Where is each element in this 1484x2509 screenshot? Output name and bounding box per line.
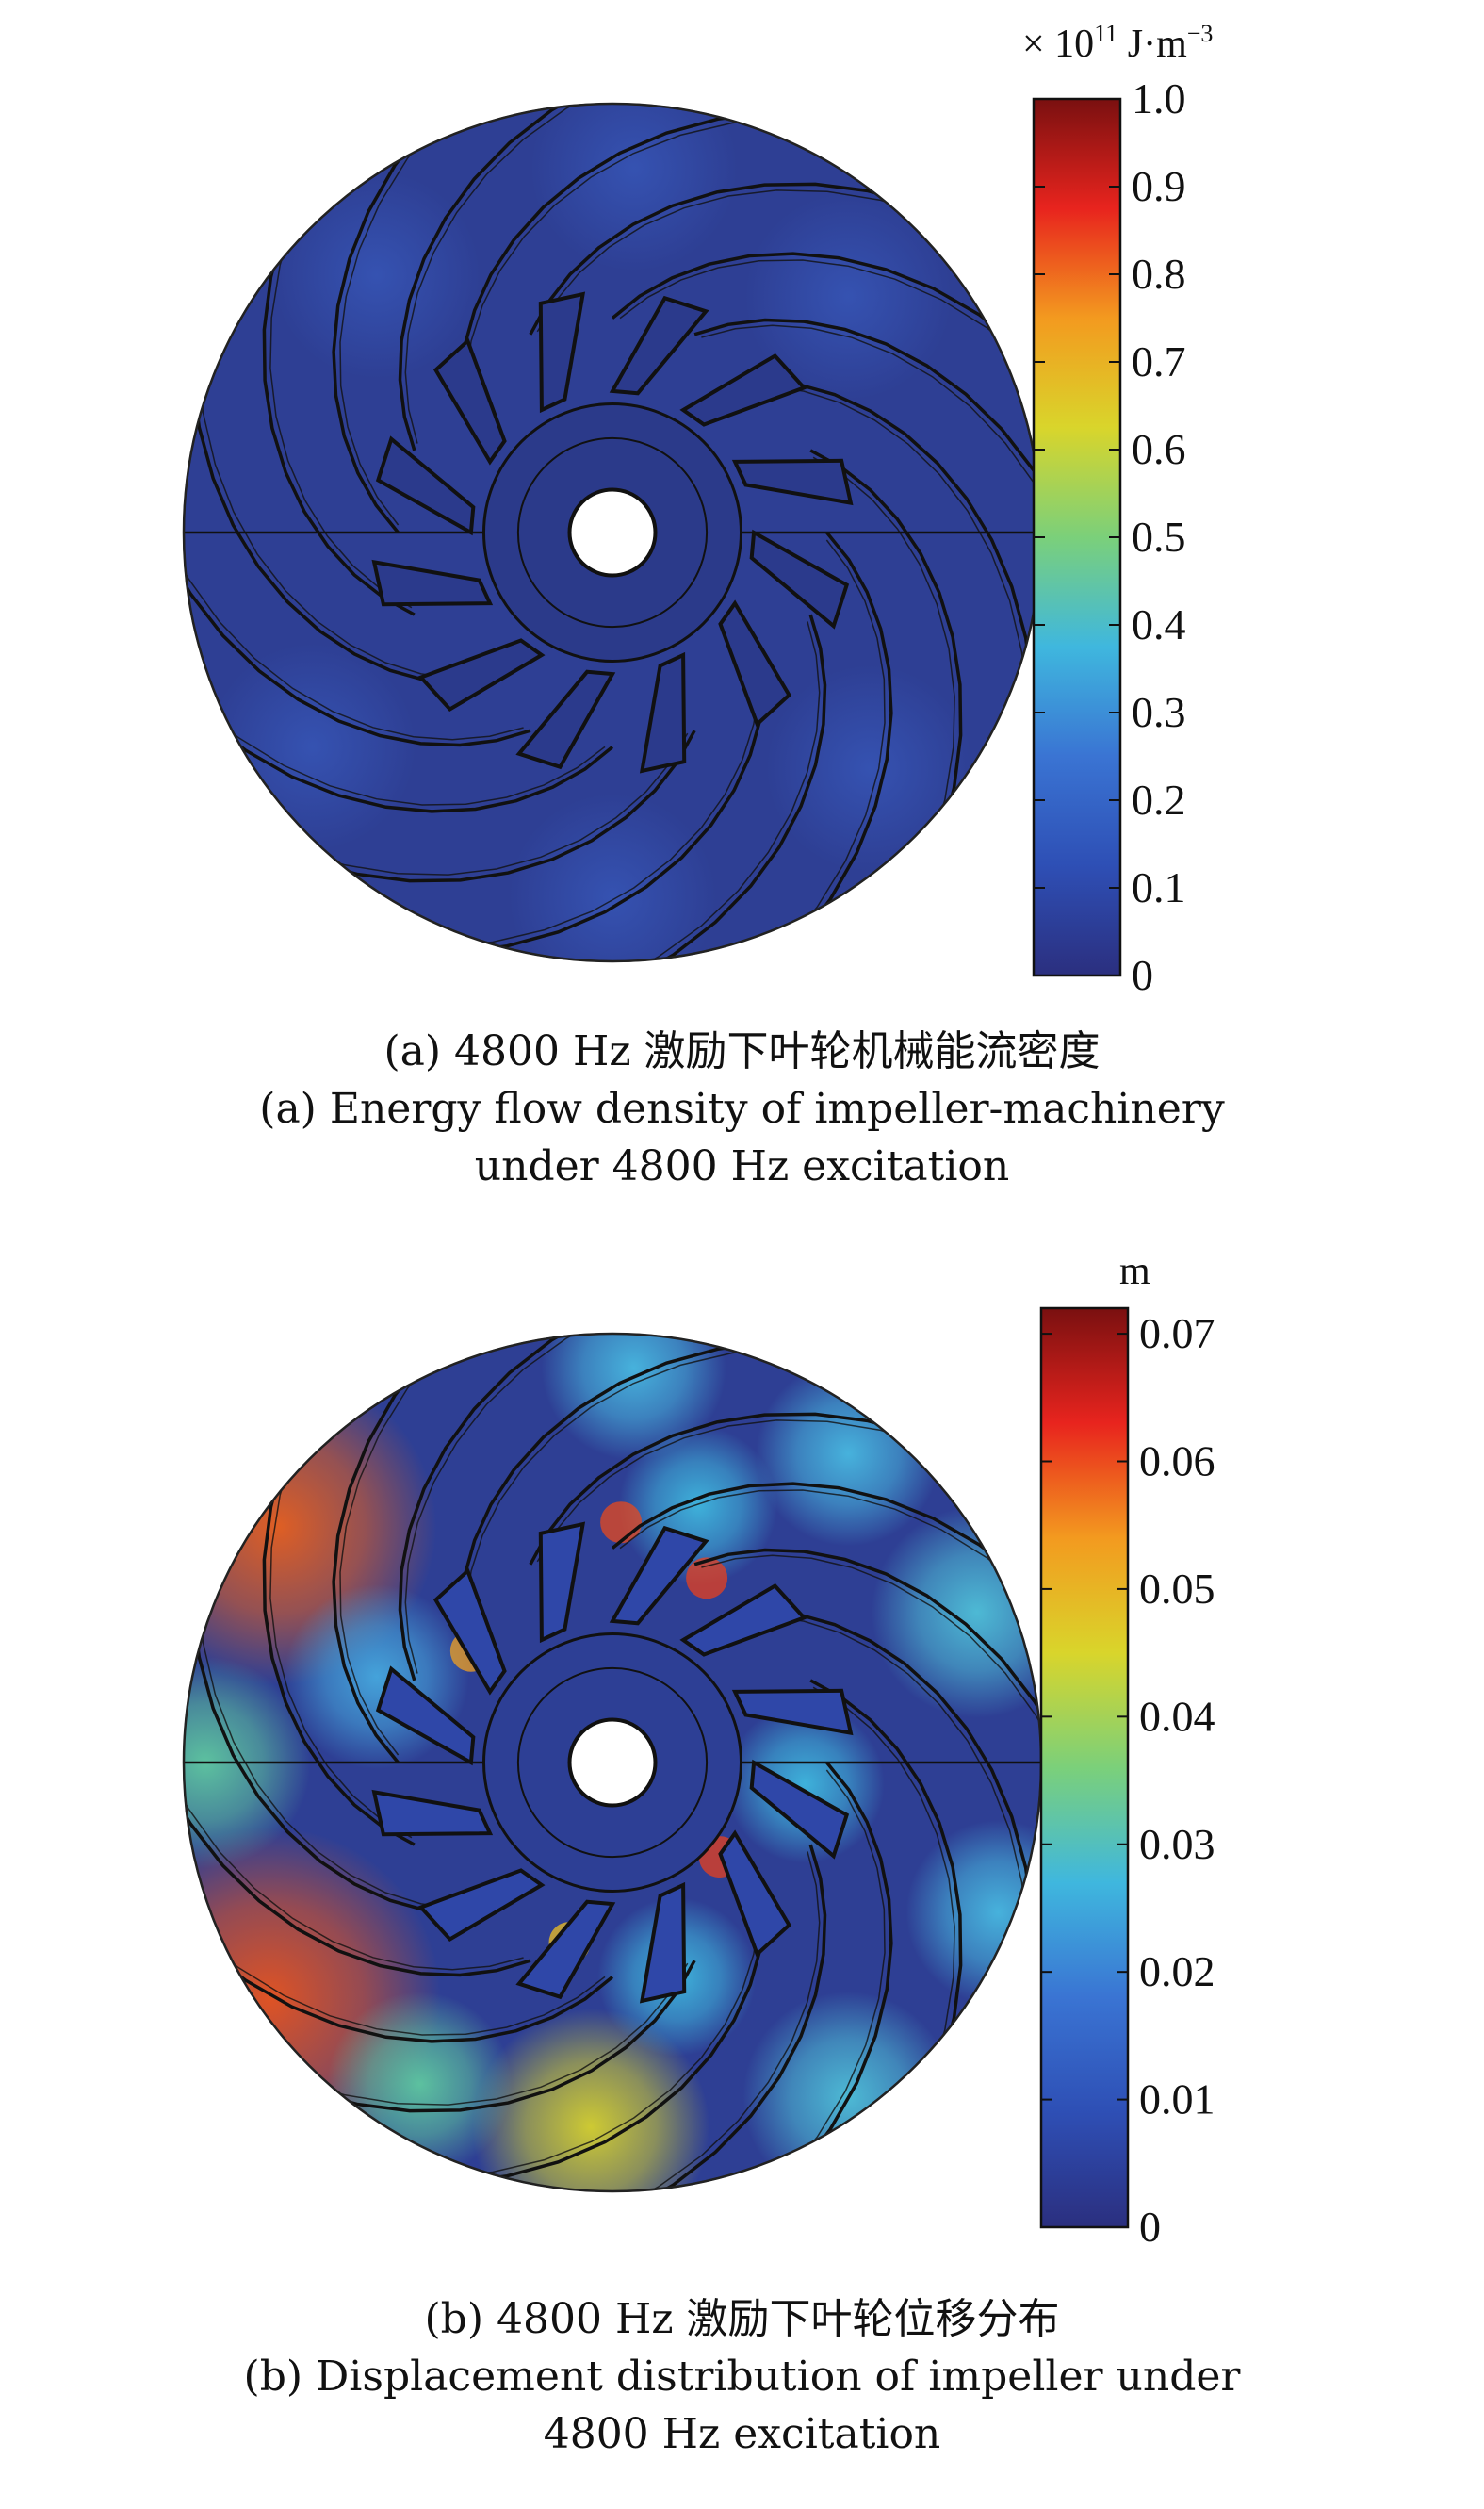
panel-b: 0.07 0.06 0.05 0.04 0.03 0.02 0.01 0 m (b) 4800… [0,1254,1484,2509]
caption-a-cn: (a) 4800 Hz 激励下叶轮机械能流密度 [383,1027,1101,1075]
shaft-hole [567,1717,658,1808]
colorbar-tick-label: 0.8 [1132,250,1186,298]
colorbar-tick-label: 0.9 [1132,162,1186,210]
impeller-displacement-plot: 0.07 0.06 0.05 0.04 0.03 0.02 0.01 0 m [182,1254,1215,2251]
caption-a-en-1: (a) Energy flow density of impeller-mach… [259,1085,1225,1133]
colorbar-tick-label: 0 [1139,2203,1161,2251]
colorbar-b: 0.07 0.06 0.05 0.04 0.03 0.02 0.01 0 [1039,1306,1215,2251]
colorbar-tick-label: 0.2 [1132,776,1186,824]
colorbar-tick-label: 0.7 [1132,337,1186,385]
colorbar-tick-label: 0.1 [1132,863,1186,911]
caption-a-en-2: under 4800 Hz excitation [474,1142,1010,1190]
impeller-disc-b [182,1332,1043,2193]
colorbar-tick-label: 0.3 [1132,688,1186,736]
colorbar-tick-label: 0.05 [1139,1565,1215,1613]
impeller-energy-plot: 1.0 0.9 0.8 0.7 0.6 0.5 0.4 0.3 0.2 0.1 0 × 1011 J… [182,20,1213,999]
colorbar-tick-label: 0.01 [1139,2075,1215,2124]
colorbar-tick-label: 0.5 [1132,513,1186,561]
colorbar-tick-label: 0.04 [1139,1692,1215,1740]
colorbar-b-unit: m [1119,1254,1150,1293]
colorbar-a: 1.0 0.9 0.8 0.7 0.6 0.5 0.4 0.3 0.2 0.1 0 [1032,74,1186,999]
colorbar-tick-label: 0.02 [1139,1947,1215,1995]
colorbar-gradient [1039,1306,1130,2229]
colorbar-a-unit: × 1011 J·m−3 [1022,20,1213,66]
colorbar-tick-label: 0.6 [1132,425,1186,473]
colorbar-tick-label: 0.03 [1139,1820,1215,1868]
colorbar-tick-label: 0 [1132,951,1153,999]
caption-b-en-1: (b) Displacement distribution of impelle… [243,2353,1241,2401]
colorbar-tick-label: 1.0 [1132,74,1186,123]
panel-a: 1.0 0.9 0.8 0.7 0.6 0.5 0.4 0.3 0.2 0.1 0 × 1011 J… [0,0,1484,1216]
colorbar-tick-label: 0.4 [1132,600,1186,648]
colorbar-gradient [1032,97,1122,977]
impeller-disc-a [182,102,1043,963]
colorbar-tick-label: 0.07 [1139,1309,1215,1357]
colorbar-tick-label: 0.06 [1139,1437,1215,1485]
shaft-hole [567,487,658,578]
caption-b-cn: (b) 4800 Hz 激励下叶轮位移分布 [424,2295,1060,2343]
caption-b-en-2: 4800 Hz excitation [543,2410,941,2458]
